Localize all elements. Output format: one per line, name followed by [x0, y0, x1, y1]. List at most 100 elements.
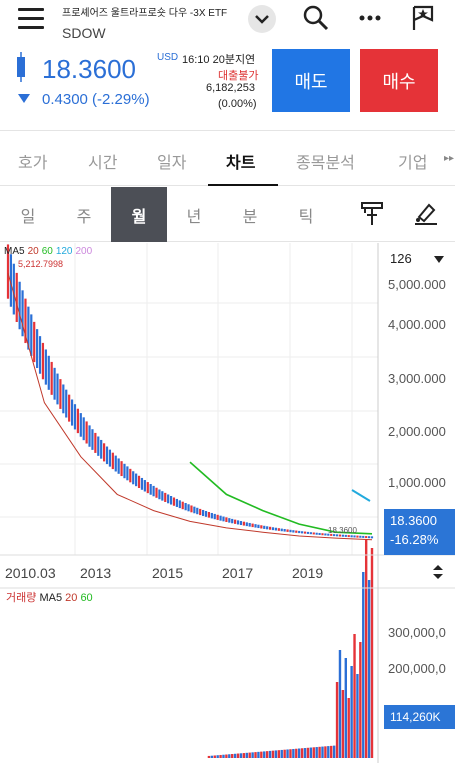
volume-bar: [260, 751, 263, 758]
candle-count[interactable]: 126: [390, 251, 412, 266]
current-price: 18.3600: [42, 54, 136, 84]
candle: [88, 425, 91, 447]
price-change: 0.4300 (-2.29%): [42, 91, 150, 108]
candle: [292, 530, 295, 533]
max-price-label: 5,212.7998: [18, 259, 64, 269]
search-icon[interactable]: [302, 4, 330, 32]
candle: [184, 502, 187, 511]
price-tag-value: 18.3600: [390, 513, 437, 528]
period-month[interactable]: 월: [111, 187, 167, 242]
candle: [164, 492, 167, 502]
title-block: 프로셰어즈 울트라프로숏 다우 -3X ETF SDOW: [62, 4, 247, 41]
volume-bar: [263, 751, 266, 758]
candle: [353, 535, 356, 538]
period-minute[interactable]: 분: [242, 208, 258, 226]
y-tick: 5,000.000: [388, 277, 446, 292]
candle: [85, 421, 88, 444]
volume-bar: [280, 749, 283, 758]
volume-bar: [356, 674, 359, 758]
resize-updown-icon[interactable]: [432, 563, 444, 581]
vol-legend-label: 거래량: [6, 592, 37, 604]
candle: [234, 519, 237, 524]
candle: [359, 535, 362, 538]
volume-bar: [367, 580, 371, 758]
candle: [105, 446, 109, 465]
candle: [123, 463, 126, 479]
candle: [102, 443, 106, 462]
candle: [135, 473, 138, 487]
candle: [228, 518, 231, 523]
stock-code: SDOW: [62, 25, 106, 41]
price-tag-pct: -16.28%: [390, 532, 439, 547]
last-price-label: 18.3600: [328, 526, 357, 535]
candle: [117, 458, 120, 474]
candle: [301, 531, 304, 534]
candle: [53, 367, 56, 400]
period-tick[interactable]: 틱: [298, 208, 314, 226]
main-tabs: 호가 시간 일자 차트 종목분석 기업 ▸▸: [0, 130, 455, 186]
candles: [6, 244, 374, 539]
candle: [303, 531, 307, 534]
candle: [248, 522, 251, 527]
volume-tick: 200,000,0: [388, 661, 446, 676]
tab-more-icon[interactable]: ▸▸: [444, 153, 455, 164]
candle: [231, 518, 234, 524]
candle: [225, 517, 228, 523]
ma-legend-200: 200: [75, 246, 93, 257]
candle: [216, 514, 219, 520]
volume-bar: [303, 748, 307, 758]
buy-button[interactable]: 매수: [360, 49, 438, 112]
x-tick: 2017: [222, 565, 254, 581]
candle: [82, 417, 85, 441]
volume-bar: [309, 747, 313, 758]
candle: [193, 506, 196, 514]
current-price-tag: 18.3600 -16.28%: [384, 509, 455, 555]
tab-orderbook[interactable]: 호가: [18, 155, 48, 172]
candle: [143, 480, 146, 492]
volume-bar: [350, 666, 353, 758]
volume-bar: [315, 747, 318, 758]
sell-button[interactable]: 매도: [272, 49, 350, 112]
volume-bar: [347, 698, 350, 758]
volume-bar: [335, 682, 339, 758]
tab-chart[interactable]: 차트: [226, 155, 256, 172]
candle: [65, 389, 68, 418]
more-icon[interactable]: [356, 4, 384, 32]
volume-tag: 114,260K: [384, 705, 455, 729]
volume-bar: [242, 753, 246, 758]
bookmark-flag-icon[interactable]: [410, 4, 436, 32]
candle: [24, 298, 27, 344]
menu-icon[interactable]: [18, 8, 44, 30]
tab-company[interactable]: 기업: [398, 155, 428, 172]
volume-bar: [236, 753, 240, 758]
chevron-down-icon[interactable]: [248, 5, 276, 33]
tab-time[interactable]: 시간: [88, 155, 118, 172]
volume-bar: [341, 690, 345, 758]
ma20-line: [7, 273, 373, 541]
volume-bar: [207, 755, 211, 758]
chart-area[interactable]: MA5 20 60 120 200 5,212.7998 126 5,000.000 4…: [0, 243, 455, 763]
candle: [207, 512, 211, 518]
count-dropdown-icon[interactable]: [434, 256, 444, 263]
period-day[interactable]: 일: [20, 208, 36, 226]
volume-bar: [251, 752, 254, 758]
volume-bar: [265, 751, 269, 758]
tab-daily[interactable]: 일자: [157, 155, 187, 172]
tab-analysis[interactable]: 종목분석: [296, 155, 355, 172]
candle: [59, 379, 62, 409]
volume-bar: [321, 746, 324, 758]
candle: [21, 290, 24, 337]
volume-bar: [213, 755, 216, 758]
volume-bar: [353, 634, 356, 758]
candle: [15, 272, 18, 322]
volume-bars: [207, 540, 374, 758]
period-year[interactable]: 년: [186, 208, 202, 226]
ma-legend-20: 20: [27, 246, 39, 257]
period-week[interactable]: 주: [76, 208, 92, 226]
candle: [362, 535, 365, 538]
candle: [47, 355, 50, 390]
candle: [79, 413, 82, 437]
drawing-tool-icon[interactable]: [413, 201, 439, 227]
candle: [175, 498, 178, 507]
indicator-icon[interactable]: [360, 201, 384, 227]
